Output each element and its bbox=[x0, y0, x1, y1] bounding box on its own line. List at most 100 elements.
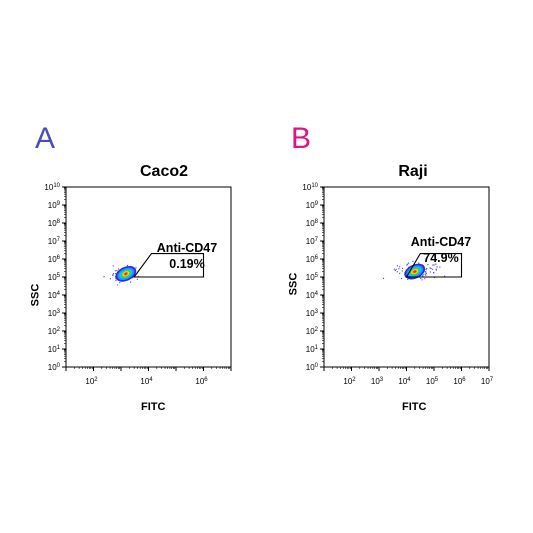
panel-a-letter: A bbox=[35, 122, 56, 155]
panel-a-event bbox=[115, 279, 117, 281]
panel-b-xtick-label: 107 bbox=[481, 377, 494, 386]
panel-b-event bbox=[432, 271, 435, 274]
panel-a-ytick-label: 102 bbox=[48, 327, 61, 336]
panel-b-event bbox=[400, 278, 403, 280]
panel-a-ytick-label: 109 bbox=[48, 201, 61, 210]
panel-a-event bbox=[109, 278, 112, 280]
panel-b-event bbox=[407, 278, 409, 281]
panel-b-event bbox=[430, 268, 432, 270]
panel-a-event bbox=[103, 276, 105, 278]
panel-b-event bbox=[382, 277, 385, 280]
panel-b-event bbox=[398, 268, 400, 270]
panel-b-density-contour bbox=[413, 270, 417, 273]
panel-b-event bbox=[407, 263, 409, 265]
panel-b-xlabel: FITC bbox=[402, 401, 427, 413]
panel-a-ytick-label: 107 bbox=[48, 237, 61, 246]
panel-b-event bbox=[401, 270, 403, 272]
panel-b-event bbox=[435, 263, 437, 265]
panel-b-event bbox=[427, 263, 429, 266]
panel-b-event bbox=[432, 268, 434, 270]
panel-a-gate-percent: 0.19% bbox=[169, 257, 205, 271]
panel-b-xtick-label: 106 bbox=[453, 377, 466, 386]
panel-a-xtick-label: 104 bbox=[140, 377, 153, 386]
panel-b-ytick-label: 100 bbox=[306, 363, 319, 372]
panel-a-gate-label: Anti-CD47 0.19% bbox=[146, 240, 228, 272]
panel-b-ytick-label: 104 bbox=[306, 291, 319, 300]
panel-b-event bbox=[425, 274, 427, 276]
panel-b-event bbox=[426, 267, 428, 270]
panel-b-event bbox=[407, 262, 410, 264]
panel-b-event bbox=[395, 268, 397, 271]
panel-a-ytick-label: 105 bbox=[48, 273, 61, 282]
panel-b-event bbox=[393, 268, 395, 270]
panel-b-event bbox=[422, 274, 424, 276]
panel-a-event bbox=[136, 278, 138, 280]
panel-a-event bbox=[119, 281, 121, 284]
panel-a-density-contour bbox=[124, 272, 128, 276]
panel-b-gate-percent: 74.9% bbox=[423, 251, 459, 265]
panel-b-ylabel: SSC bbox=[287, 272, 300, 296]
panel-b-event bbox=[401, 267, 404, 270]
panel-b-event bbox=[424, 273, 426, 275]
panel-b-event bbox=[425, 269, 427, 271]
panel-b-event bbox=[412, 260, 414, 262]
panel-a-title: Caco2 bbox=[139, 163, 189, 180]
panel-a-gate bbox=[133, 253, 205, 278]
panel-a-ytick-label: 104 bbox=[48, 291, 61, 300]
panel-a-events bbox=[103, 264, 139, 286]
panel-a-event bbox=[116, 284, 119, 286]
panel-b-ytick-label: 109 bbox=[306, 201, 319, 210]
panel-b-gate bbox=[405, 253, 463, 278]
panel-b-event bbox=[399, 272, 401, 274]
panel-b-ytick-label: 101 bbox=[306, 345, 319, 354]
panel-b-ytick-label: 106 bbox=[306, 255, 319, 264]
panel-b-ytick-label: 108 bbox=[306, 219, 319, 228]
panel-b-xtick-label: 105 bbox=[426, 377, 439, 386]
panel-b-event bbox=[436, 266, 438, 268]
panel-b-title: Raji bbox=[398, 163, 428, 180]
panel-a-event bbox=[114, 270, 116, 272]
panel-b-gate-name: Anti-CD47 bbox=[410, 235, 472, 249]
panel-b-event bbox=[406, 264, 408, 266]
panel-b-event bbox=[396, 265, 398, 267]
panel-b-event bbox=[429, 271, 431, 273]
panel-b-ytick-label: 103 bbox=[306, 309, 319, 318]
panel-b-ytick-label: 102 bbox=[306, 327, 319, 336]
panel-a-xlabel: FITC bbox=[141, 401, 166, 413]
panel-b-event bbox=[420, 277, 422, 280]
panel-b-event bbox=[394, 269, 396, 272]
panel-a-ytick-label: 100 bbox=[48, 363, 61, 372]
panel-a-gate-name: Anti-CD47 bbox=[156, 241, 218, 255]
panel-b-event bbox=[435, 268, 437, 270]
panel-b-ytick-label: 1010 bbox=[302, 183, 318, 192]
panel-b-event bbox=[429, 267, 431, 269]
panel-b-event bbox=[418, 262, 420, 264]
panel-a-ytick-label: 106 bbox=[48, 255, 61, 264]
panel-b-event bbox=[424, 278, 426, 280]
panel-a-event bbox=[130, 281, 132, 283]
panel-a-event bbox=[112, 273, 115, 275]
panel-b-event bbox=[433, 264, 435, 266]
panel-b-xtick-label: 102 bbox=[343, 377, 356, 386]
panel-b-xtick-label: 103 bbox=[371, 377, 384, 386]
panel-b-ytick-label: 107 bbox=[306, 237, 319, 246]
panel-b-event bbox=[396, 271, 398, 273]
panel-b-event bbox=[398, 266, 401, 268]
panel-b-event bbox=[439, 266, 441, 268]
panel-a-event bbox=[118, 268, 120, 270]
panel-a-ytick-label: 101 bbox=[48, 345, 61, 354]
panel-a-event bbox=[112, 274, 114, 276]
panel-b-event bbox=[425, 271, 427, 273]
panel-b-event bbox=[421, 279, 423, 281]
panel-a-event bbox=[112, 265, 114, 267]
panel-a-event bbox=[114, 273, 117, 275]
panel-a-xtick-label: 102 bbox=[85, 377, 98, 386]
panel-b-letter: B bbox=[291, 122, 312, 155]
panel-b-xtick-label: 104 bbox=[398, 377, 411, 386]
panel-b-gate-label: Anti-CD47 74.9% bbox=[400, 234, 482, 266]
panel-a-ytick-label: 1010 bbox=[44, 183, 60, 192]
panel-a-event bbox=[116, 269, 118, 272]
panel-b-event bbox=[422, 275, 424, 277]
